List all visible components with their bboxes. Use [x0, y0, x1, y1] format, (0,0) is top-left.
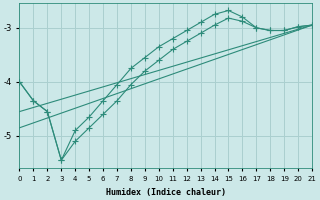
- X-axis label: Humidex (Indice chaleur): Humidex (Indice chaleur): [106, 188, 226, 197]
